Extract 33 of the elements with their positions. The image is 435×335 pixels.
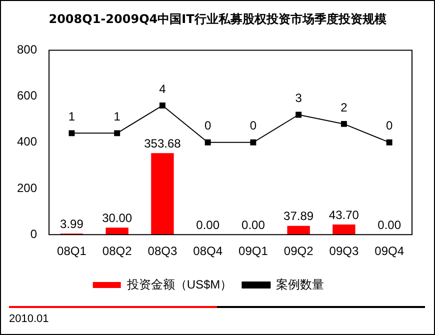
- x-tick-label: 09Q3: [329, 244, 359, 258]
- data-label: 37.89: [284, 209, 314, 224]
- data-label: 0.00: [378, 218, 402, 232]
- data-label: 30.00: [102, 210, 132, 225]
- y-tick-label: 0: [30, 226, 38, 241]
- data-label: 43.70: [328, 208, 360, 222]
- data-label: 2: [340, 100, 348, 114]
- data-label: 0.00: [196, 218, 220, 232]
- y-tick-label: 200: [16, 180, 38, 195]
- y-tick-label: 800: [16, 42, 38, 57]
- x-tick-label: 09Q1: [238, 244, 268, 258]
- text: 2010.01: [9, 313, 49, 325]
- data-label: 3: [295, 91, 302, 106]
- x-tick-label: 09Q4: [374, 244, 404, 258]
- legend-label: 投资金额（US$M）: [126, 277, 232, 292]
- chart-title: 2008Q1-2009Q4中国IT行业私募股权投资市场季度投资规模: [48, 11, 388, 28]
- legend-label: 案例数量: [276, 277, 324, 292]
- data-label: 0: [204, 118, 212, 133]
- y-tick-label: 600: [16, 88, 38, 103]
- data-label: 353.68: [144, 136, 182, 150]
- x-tick-label: 08Q3: [148, 244, 178, 258]
- x-tick-label: 08Q2: [102, 244, 132, 258]
- x-tick-label: 09Q2: [284, 244, 314, 258]
- data-label: 4: [159, 82, 166, 96]
- data-label: 0.00: [242, 218, 266, 232]
- data-label: 0: [250, 118, 257, 133]
- data-label: 1: [114, 109, 121, 124]
- data-label: 1: [68, 109, 76, 124]
- y-tick-label: 400: [16, 134, 38, 149]
- data-label: 3.99: [60, 216, 84, 231]
- data-label: 0: [386, 118, 393, 133]
- x-tick-label: 08Q4: [193, 244, 223, 258]
- x-tick-label: 08Q1: [57, 244, 87, 258]
